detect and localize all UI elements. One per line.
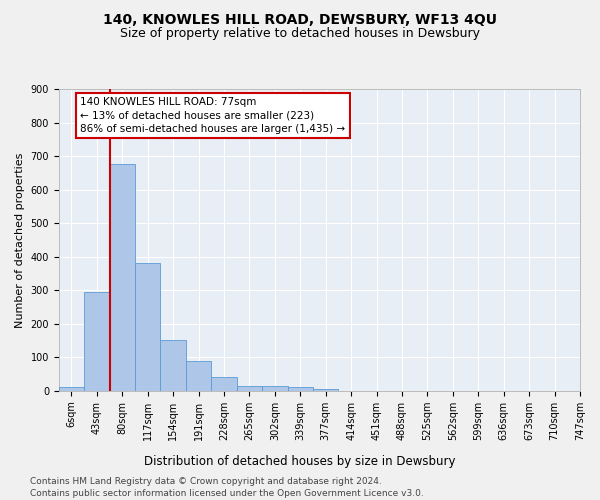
Text: Contains HM Land Registry data © Crown copyright and database right 2024.: Contains HM Land Registry data © Crown c…: [30, 478, 382, 486]
Bar: [211, 376, 237, 391]
Bar: [237, 386, 262, 391]
Bar: [313, 389, 338, 391]
Y-axis label: Number of detached properties: Number of detached properties: [15, 152, 25, 328]
Bar: [160, 340, 186, 391]
Bar: [262, 386, 287, 391]
Bar: [84, 292, 110, 391]
Text: Contains public sector information licensed under the Open Government Licence v3: Contains public sector information licen…: [30, 489, 424, 498]
Text: Size of property relative to detached houses in Dewsbury: Size of property relative to detached ho…: [120, 28, 480, 40]
Text: 140, KNOWLES HILL ROAD, DEWSBURY, WF13 4QU: 140, KNOWLES HILL ROAD, DEWSBURY, WF13 4…: [103, 12, 497, 26]
Bar: [110, 164, 135, 391]
Bar: [59, 388, 84, 391]
Bar: [135, 264, 160, 391]
Text: 140 KNOWLES HILL ROAD: 77sqm
← 13% of detached houses are smaller (223)
86% of s: 140 KNOWLES HILL ROAD: 77sqm ← 13% of de…: [80, 98, 346, 134]
Text: Distribution of detached houses by size in Dewsbury: Distribution of detached houses by size …: [144, 455, 456, 468]
Bar: [287, 388, 313, 391]
Bar: [186, 360, 211, 391]
